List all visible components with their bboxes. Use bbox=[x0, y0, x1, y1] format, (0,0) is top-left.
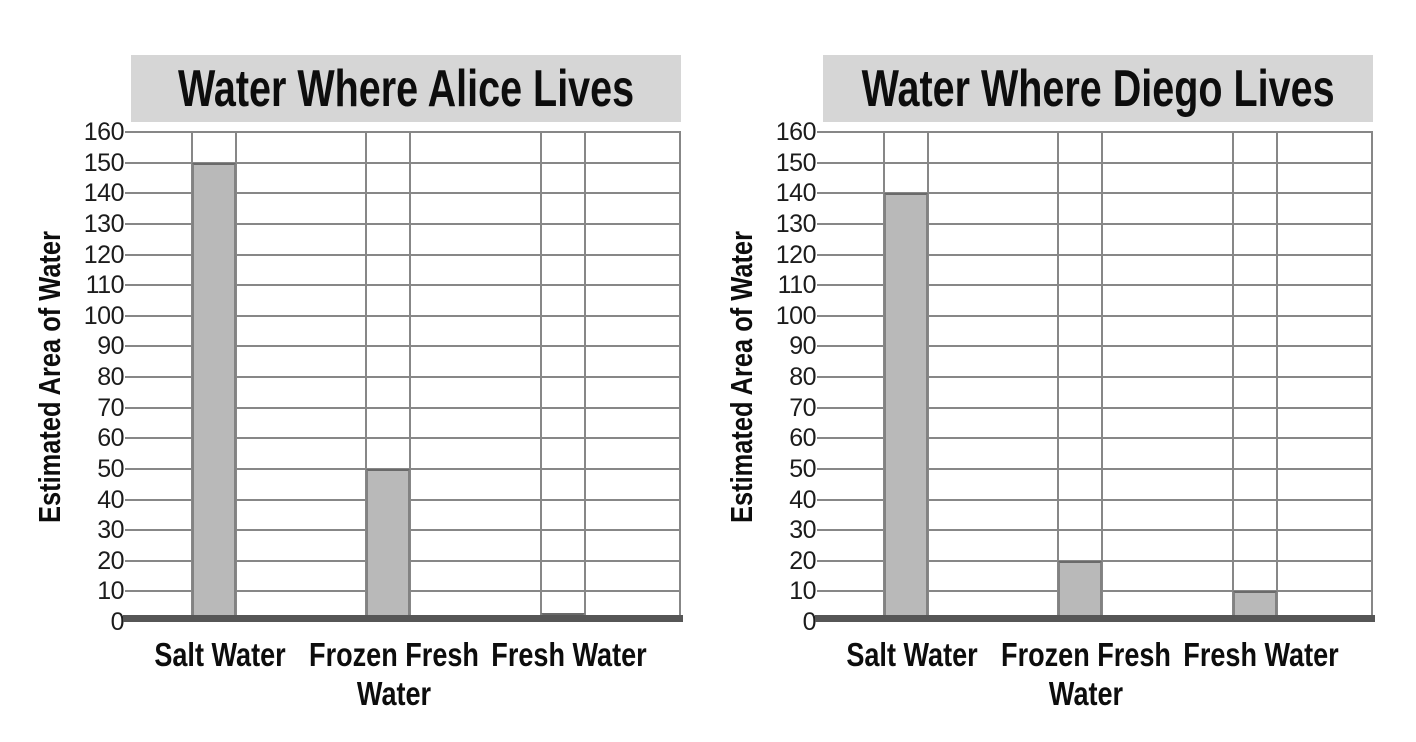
bar-frozen-fresh-water bbox=[1058, 560, 1102, 622]
horizontal-gridline-140 bbox=[125, 192, 681, 195]
bar-frozen-fresh-water bbox=[366, 468, 410, 622]
vertical-gridline-salt-water-right bbox=[927, 132, 929, 622]
x-category-label-salt-water: Salt Water bbox=[154, 636, 286, 673]
y-tick-label-120: 120 bbox=[775, 240, 817, 269]
y-tick-label-70: 70 bbox=[789, 393, 816, 422]
y-tick-label-70: 70 bbox=[97, 393, 124, 422]
y-tick-label-20: 20 bbox=[97, 546, 124, 575]
bar-salt-water bbox=[884, 193, 928, 622]
horizontal-gridline-120 bbox=[125, 253, 681, 256]
vertical-gridline-fresh-water-right bbox=[1276, 132, 1278, 622]
x-category-label-salt-water: Salt Water bbox=[846, 636, 978, 673]
horizontal-gridline-100 bbox=[125, 314, 681, 317]
horizontal-gridline-50 bbox=[817, 467, 1373, 470]
x-category-label-frozen-fresh-water: Frozen Fresh Water bbox=[1001, 636, 1171, 712]
y-tick-label-10: 10 bbox=[97, 577, 124, 606]
y-tick-label-140: 140 bbox=[83, 179, 125, 208]
horizontal-gridline-60 bbox=[817, 437, 1373, 440]
horizontal-gridline-100 bbox=[817, 314, 1373, 317]
y-tick-label-60: 60 bbox=[789, 424, 816, 453]
y-tick-label-50: 50 bbox=[789, 454, 816, 483]
plot-area bbox=[815, 131, 1375, 622]
bar-salt-water bbox=[192, 162, 236, 622]
plot-right-border bbox=[679, 132, 681, 622]
chart-title: Water Where Diego Lives bbox=[861, 59, 1335, 118]
horizontal-gridline-160 bbox=[125, 131, 681, 133]
x-category-label-frozen-fresh-water: Frozen Fresh Water bbox=[309, 636, 479, 712]
y-tick-label-160: 160 bbox=[775, 118, 817, 146]
y-tick-label-100: 100 bbox=[775, 301, 817, 330]
chart-diego: Water Where Diego Lives Estimated Area o… bbox=[692, 0, 1416, 742]
horizontal-gridline-150 bbox=[125, 161, 681, 164]
horizontal-gridline-30 bbox=[817, 529, 1373, 532]
vertical-gridline-fresh-water-left bbox=[540, 132, 542, 622]
vertical-gridline-fresh-water-left bbox=[1232, 132, 1234, 622]
y-tick-label-60: 60 bbox=[97, 424, 124, 453]
y-tick-label-90: 90 bbox=[97, 332, 124, 361]
vertical-gridline-salt-water-right bbox=[235, 132, 237, 622]
y-axis-tick-labels: 0 10 20 30 40 50 60 70 80 90 100 110 120 130 140 150 160 bbox=[24, 119, 125, 635]
horizontal-gridline-70 bbox=[817, 406, 1373, 409]
horizontal-gridline-90 bbox=[125, 345, 681, 348]
x-axis-labels: Salt Water Frozen Fresh Water Fresh Water bbox=[131, 636, 681, 736]
y-tick-label-0: 0 bbox=[110, 608, 125, 636]
horizontal-gridline-80 bbox=[125, 376, 681, 378]
horizontal-gridline-160 bbox=[817, 131, 1373, 133]
chart-title: Water Where Alice Lives bbox=[177, 59, 635, 118]
y-tick-label-80: 80 bbox=[789, 363, 816, 391]
x-axis-baseline bbox=[815, 615, 1375, 622]
horizontal-gridline-130 bbox=[125, 222, 681, 225]
vertical-gridline-fresh-water-right bbox=[584, 132, 586, 622]
horizontal-gridline-120 bbox=[817, 253, 1373, 256]
y-tick-label-150: 150 bbox=[775, 148, 817, 177]
y-tick-label-90: 90 bbox=[789, 332, 816, 361]
y-tick-label-80: 80 bbox=[97, 363, 124, 391]
y-tick-label-110: 110 bbox=[777, 271, 817, 300]
horizontal-gridline-90 bbox=[817, 345, 1373, 348]
horizontal-gridline-60 bbox=[125, 437, 681, 440]
vertical-gridline-frozen-fresh-water-left bbox=[1057, 132, 1059, 622]
y-tick-label-40: 40 bbox=[789, 485, 816, 514]
y-tick-label-30: 30 bbox=[97, 516, 124, 545]
y-tick-label-130: 130 bbox=[775, 209, 817, 238]
plot-area bbox=[123, 131, 683, 622]
chart-title-banner: Water Where Alice Lives bbox=[131, 55, 681, 122]
y-tick-label-10: 10 bbox=[789, 577, 816, 606]
horizontal-gridline-70 bbox=[125, 406, 681, 409]
horizontal-gridline-110 bbox=[817, 284, 1373, 287]
chart-title-banner: Water Where Diego Lives bbox=[823, 55, 1373, 122]
vertical-gridline-frozen-fresh-water-right bbox=[409, 132, 411, 622]
y-tick-label-110: 110 bbox=[85, 271, 125, 300]
horizontal-gridline-150 bbox=[817, 161, 1373, 164]
y-tick-label-30: 30 bbox=[789, 516, 816, 545]
horizontal-gridline-80 bbox=[817, 376, 1373, 378]
y-tick-label-0: 0 bbox=[802, 608, 817, 636]
horizontal-gridline-140 bbox=[817, 192, 1373, 195]
y-tick-label-160: 160 bbox=[83, 118, 125, 146]
horizontal-gridline-130 bbox=[817, 222, 1373, 225]
x-axis-labels: Salt Water Frozen Fresh Water Fresh Water bbox=[823, 636, 1373, 736]
x-axis-baseline bbox=[123, 615, 683, 622]
chart-alice: Water Where Alice Lives Estimated Area o… bbox=[24, 55, 683, 736]
y-tick-label-100: 100 bbox=[83, 301, 125, 330]
x-category-label-fresh-water: Fresh Water bbox=[491, 636, 647, 673]
x-category-label-fresh-water: Fresh Water bbox=[1183, 636, 1339, 673]
y-tick-label-130: 130 bbox=[83, 209, 125, 238]
vertical-gridline-frozen-fresh-water-left bbox=[365, 132, 367, 622]
y-tick-label-40: 40 bbox=[97, 485, 124, 514]
vertical-gridline-frozen-fresh-water-right bbox=[1101, 132, 1103, 622]
y-tick-label-50: 50 bbox=[97, 454, 124, 483]
y-tick-label-150: 150 bbox=[83, 148, 125, 177]
y-tick-label-20: 20 bbox=[789, 546, 816, 575]
horizontal-gridline-110 bbox=[125, 284, 681, 287]
y-tick-label-120: 120 bbox=[83, 240, 125, 269]
y-axis-tick-labels: 0 10 20 30 40 50 60 70 80 90 100 110 120 130 140 150 160 bbox=[716, 119, 817, 635]
plot-right-border bbox=[1371, 132, 1373, 622]
y-tick-label-140: 140 bbox=[775, 179, 817, 208]
horizontal-gridline-40 bbox=[817, 498, 1373, 501]
